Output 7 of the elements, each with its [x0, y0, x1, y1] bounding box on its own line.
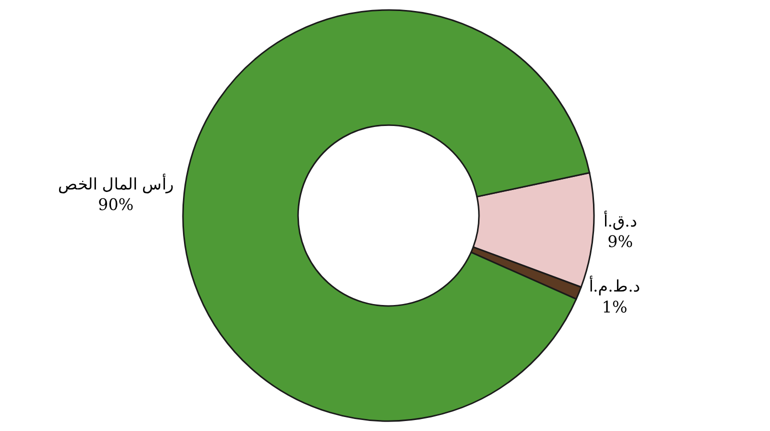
slice-label: د.ط.م.أ [588, 276, 640, 296]
data-label: 9% [608, 232, 633, 252]
donut-slice [182, 10, 590, 422]
data-label: 1% [602, 297, 628, 316]
slice-label: د.ق.أ [604, 210, 637, 230]
slice-label: رأس المال الخص [58, 173, 174, 194]
data-label: 90% [98, 195, 134, 214]
